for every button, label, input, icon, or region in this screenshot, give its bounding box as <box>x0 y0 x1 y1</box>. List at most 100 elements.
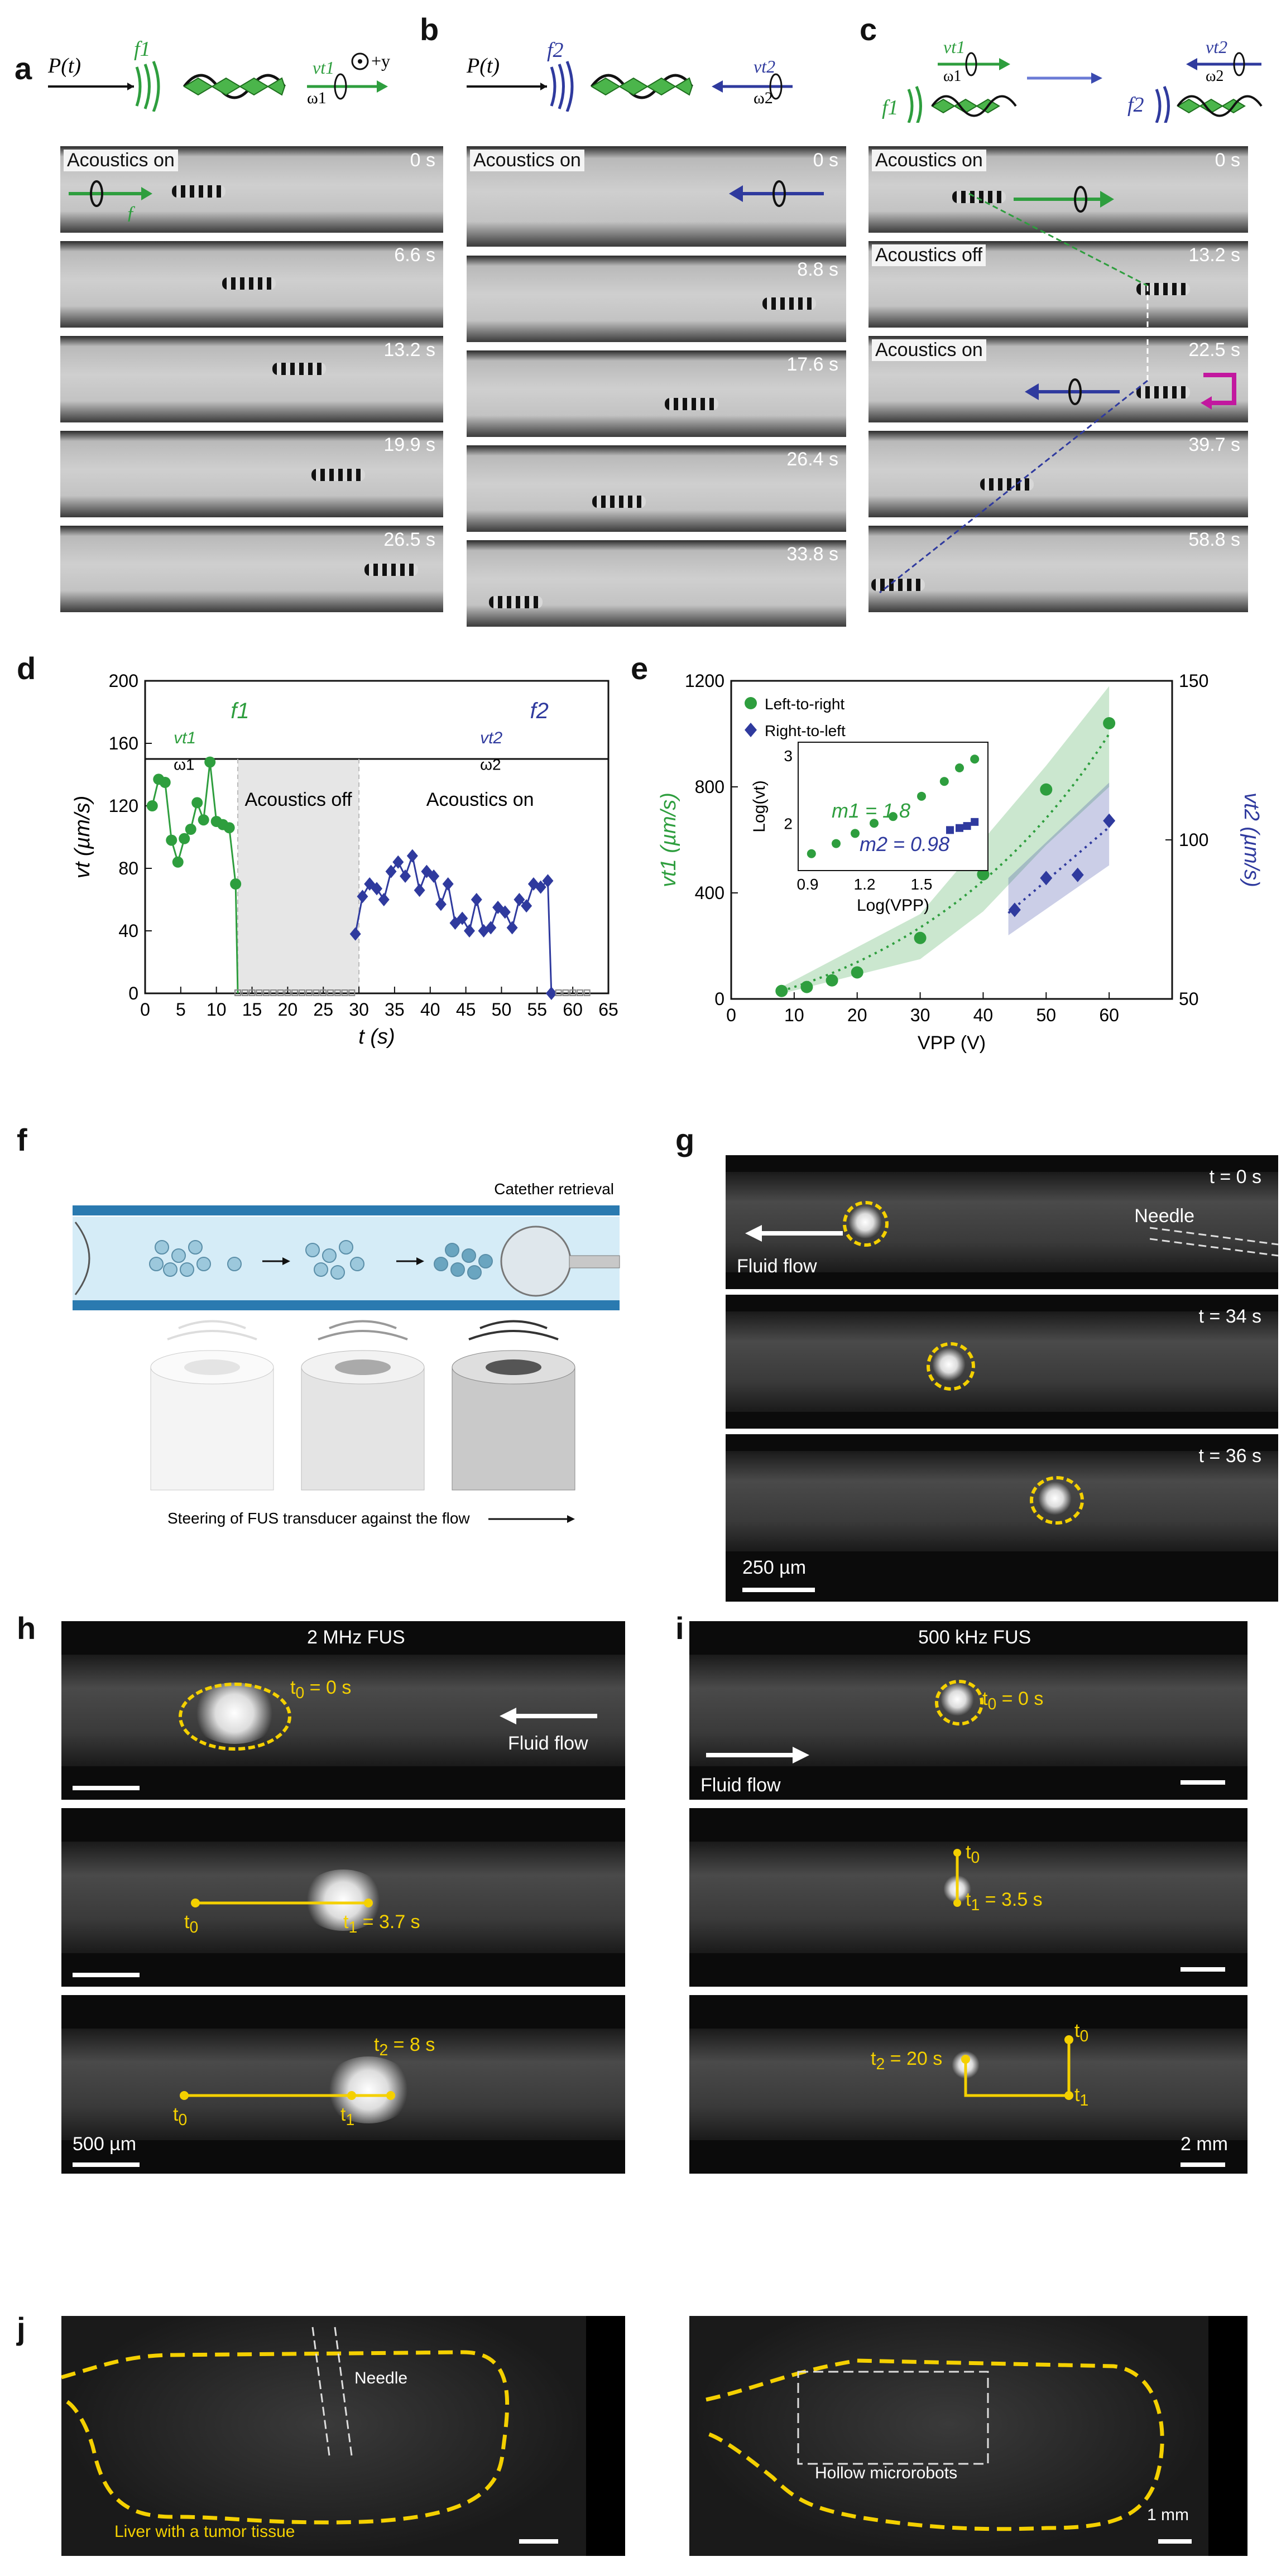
time-label: t = 34 s <box>1198 1306 1261 1327</box>
data-point <box>1071 867 1084 882</box>
acoustics-on-label: Acoustics on <box>470 150 584 171</box>
data-point <box>348 989 356 996</box>
y-axis-label: +y <box>371 51 390 71</box>
scale-label: 250 µm <box>742 1557 807 1578</box>
data-point <box>291 989 299 996</box>
data-point <box>576 989 583 996</box>
tick-label: 65 <box>598 999 618 1020</box>
data-point <box>514 893 525 906</box>
inset-point <box>956 824 963 832</box>
svg-text:vt1: vt1 <box>943 37 965 57</box>
data-point <box>179 833 190 844</box>
data-point <box>485 921 497 935</box>
scale-label: 1 mm <box>1147 2506 1189 2524</box>
frame-h-2: t0 t1 = 3.7 s <box>61 1808 625 1987</box>
inset-point <box>970 754 980 764</box>
frame-b-4: 26.4 s <box>467 445 846 532</box>
svg-text:f1: f1 <box>882 96 899 119</box>
frame-a-3: 13.2 s <box>60 336 443 422</box>
tick-label: 3 <box>784 747 793 765</box>
annotation-w1: ω1 <box>174 756 194 773</box>
tick-label: 40 <box>420 999 440 1020</box>
catheter-label: Catether retrieval <box>494 1180 614 1198</box>
annotation-off: Acoustics off <box>244 789 352 810</box>
time-label: t = 36 s <box>1198 1445 1261 1467</box>
inset-point <box>946 826 954 834</box>
data-point <box>569 989 577 996</box>
inset-point <box>889 812 898 821</box>
helix-icon <box>183 74 286 99</box>
acoustics-off-region <box>238 759 359 993</box>
data-point <box>277 989 284 996</box>
annotation-on: Acoustics on <box>426 789 534 810</box>
legend-marker <box>745 697 757 709</box>
frame-g-2: t = 34 s <box>726 1295 1278 1429</box>
svg-text:f2: f2 <box>1127 93 1144 117</box>
helix-icon <box>591 74 693 99</box>
data-point <box>1008 902 1021 917</box>
svg-text:P(t): P(t) <box>466 54 500 78</box>
tick-label: 55 <box>527 999 548 1020</box>
tissue-label: Liver with a tumor tissue <box>114 2522 295 2541</box>
data-point <box>800 981 813 993</box>
panel-label-e: e <box>631 651 649 686</box>
data-point <box>159 777 171 788</box>
annotation-f1: f1 <box>231 699 249 723</box>
data-point <box>385 864 397 878</box>
y-axis-label: vt (µm/s) <box>71 796 94 879</box>
tick-label: 35 <box>385 999 405 1020</box>
data-point <box>223 822 235 834</box>
frame-b-5: 33.8 s <box>467 540 846 627</box>
pt-label: P(t) <box>47 54 81 78</box>
frame-a-4: 19.9 s <box>60 431 443 517</box>
y-axis-label: vt1 (µm/s) <box>657 792 680 887</box>
frame-b-3: 17.6 s <box>467 350 846 437</box>
tick-label: 80 <box>118 858 138 878</box>
tick-label: 0.9 <box>797 876 819 893</box>
frame-a-5: 26.5 s <box>60 526 443 612</box>
data-point <box>392 855 404 869</box>
data-point <box>305 989 313 996</box>
time-label: 26.4 s <box>786 449 838 470</box>
tick-label: 160 <box>109 733 138 753</box>
confidence-band-blue <box>1008 782 1110 935</box>
frame-h-3: t0 t1 t2 = 8 s 500 µm <box>61 1995 625 2174</box>
svg-text:vt2: vt2 <box>754 56 775 76</box>
data-point <box>428 869 440 883</box>
tick-label: 0 <box>128 983 138 1003</box>
inset-point <box>971 818 979 826</box>
data-point <box>545 987 557 1000</box>
tick-label: 1.5 <box>911 876 933 893</box>
svg-text:vt2: vt2 <box>1206 37 1227 57</box>
slope-label-m2: m2 = 0.98 <box>860 833 949 856</box>
frame-j-1: Needle Liver with a tumor tissue <box>61 2316 625 2556</box>
annotation-vt2: vt2 <box>480 729 502 747</box>
data-point <box>234 989 241 996</box>
data-point <box>851 966 863 979</box>
acoustics-on-label: Acoustics on <box>872 339 986 361</box>
data-point <box>435 897 447 911</box>
tick-label: 400 <box>695 883 724 903</box>
tick-label: 0 <box>726 1005 736 1025</box>
data-point <box>198 814 209 826</box>
frame-c-5: 58.8 s <box>868 526 1248 612</box>
tick-label: 0 <box>140 999 150 1020</box>
scale-label: 2 mm <box>1181 2133 1228 2155</box>
fluid-flow-label: Fluid flow <box>700 1775 781 1796</box>
tick-label: 1.2 <box>854 876 876 893</box>
svg-text:f: f <box>127 203 136 222</box>
time-label: 26.5 s <box>383 529 435 550</box>
data-point <box>506 921 518 935</box>
panel-label-f: f <box>17 1122 27 1157</box>
frame-b-2: 8.8 s <box>467 256 846 342</box>
i-title: 500 kHz FUS <box>918 1627 1031 1648</box>
f1-label: f1 <box>134 37 151 61</box>
time-label: 6.6 s <box>394 244 435 266</box>
x-axis-label: VPP (V) <box>918 1032 986 1054</box>
inset-x-label: Log(VPP) <box>857 896 929 915</box>
data-point <box>263 989 270 996</box>
svg-text:ω2: ω2 <box>1206 68 1223 85</box>
frame-j-2: Hollow microrobots 1 mm <box>689 2316 1247 2556</box>
time-label: 13.2 s <box>1188 244 1240 266</box>
time-label: 17.6 s <box>786 354 838 375</box>
